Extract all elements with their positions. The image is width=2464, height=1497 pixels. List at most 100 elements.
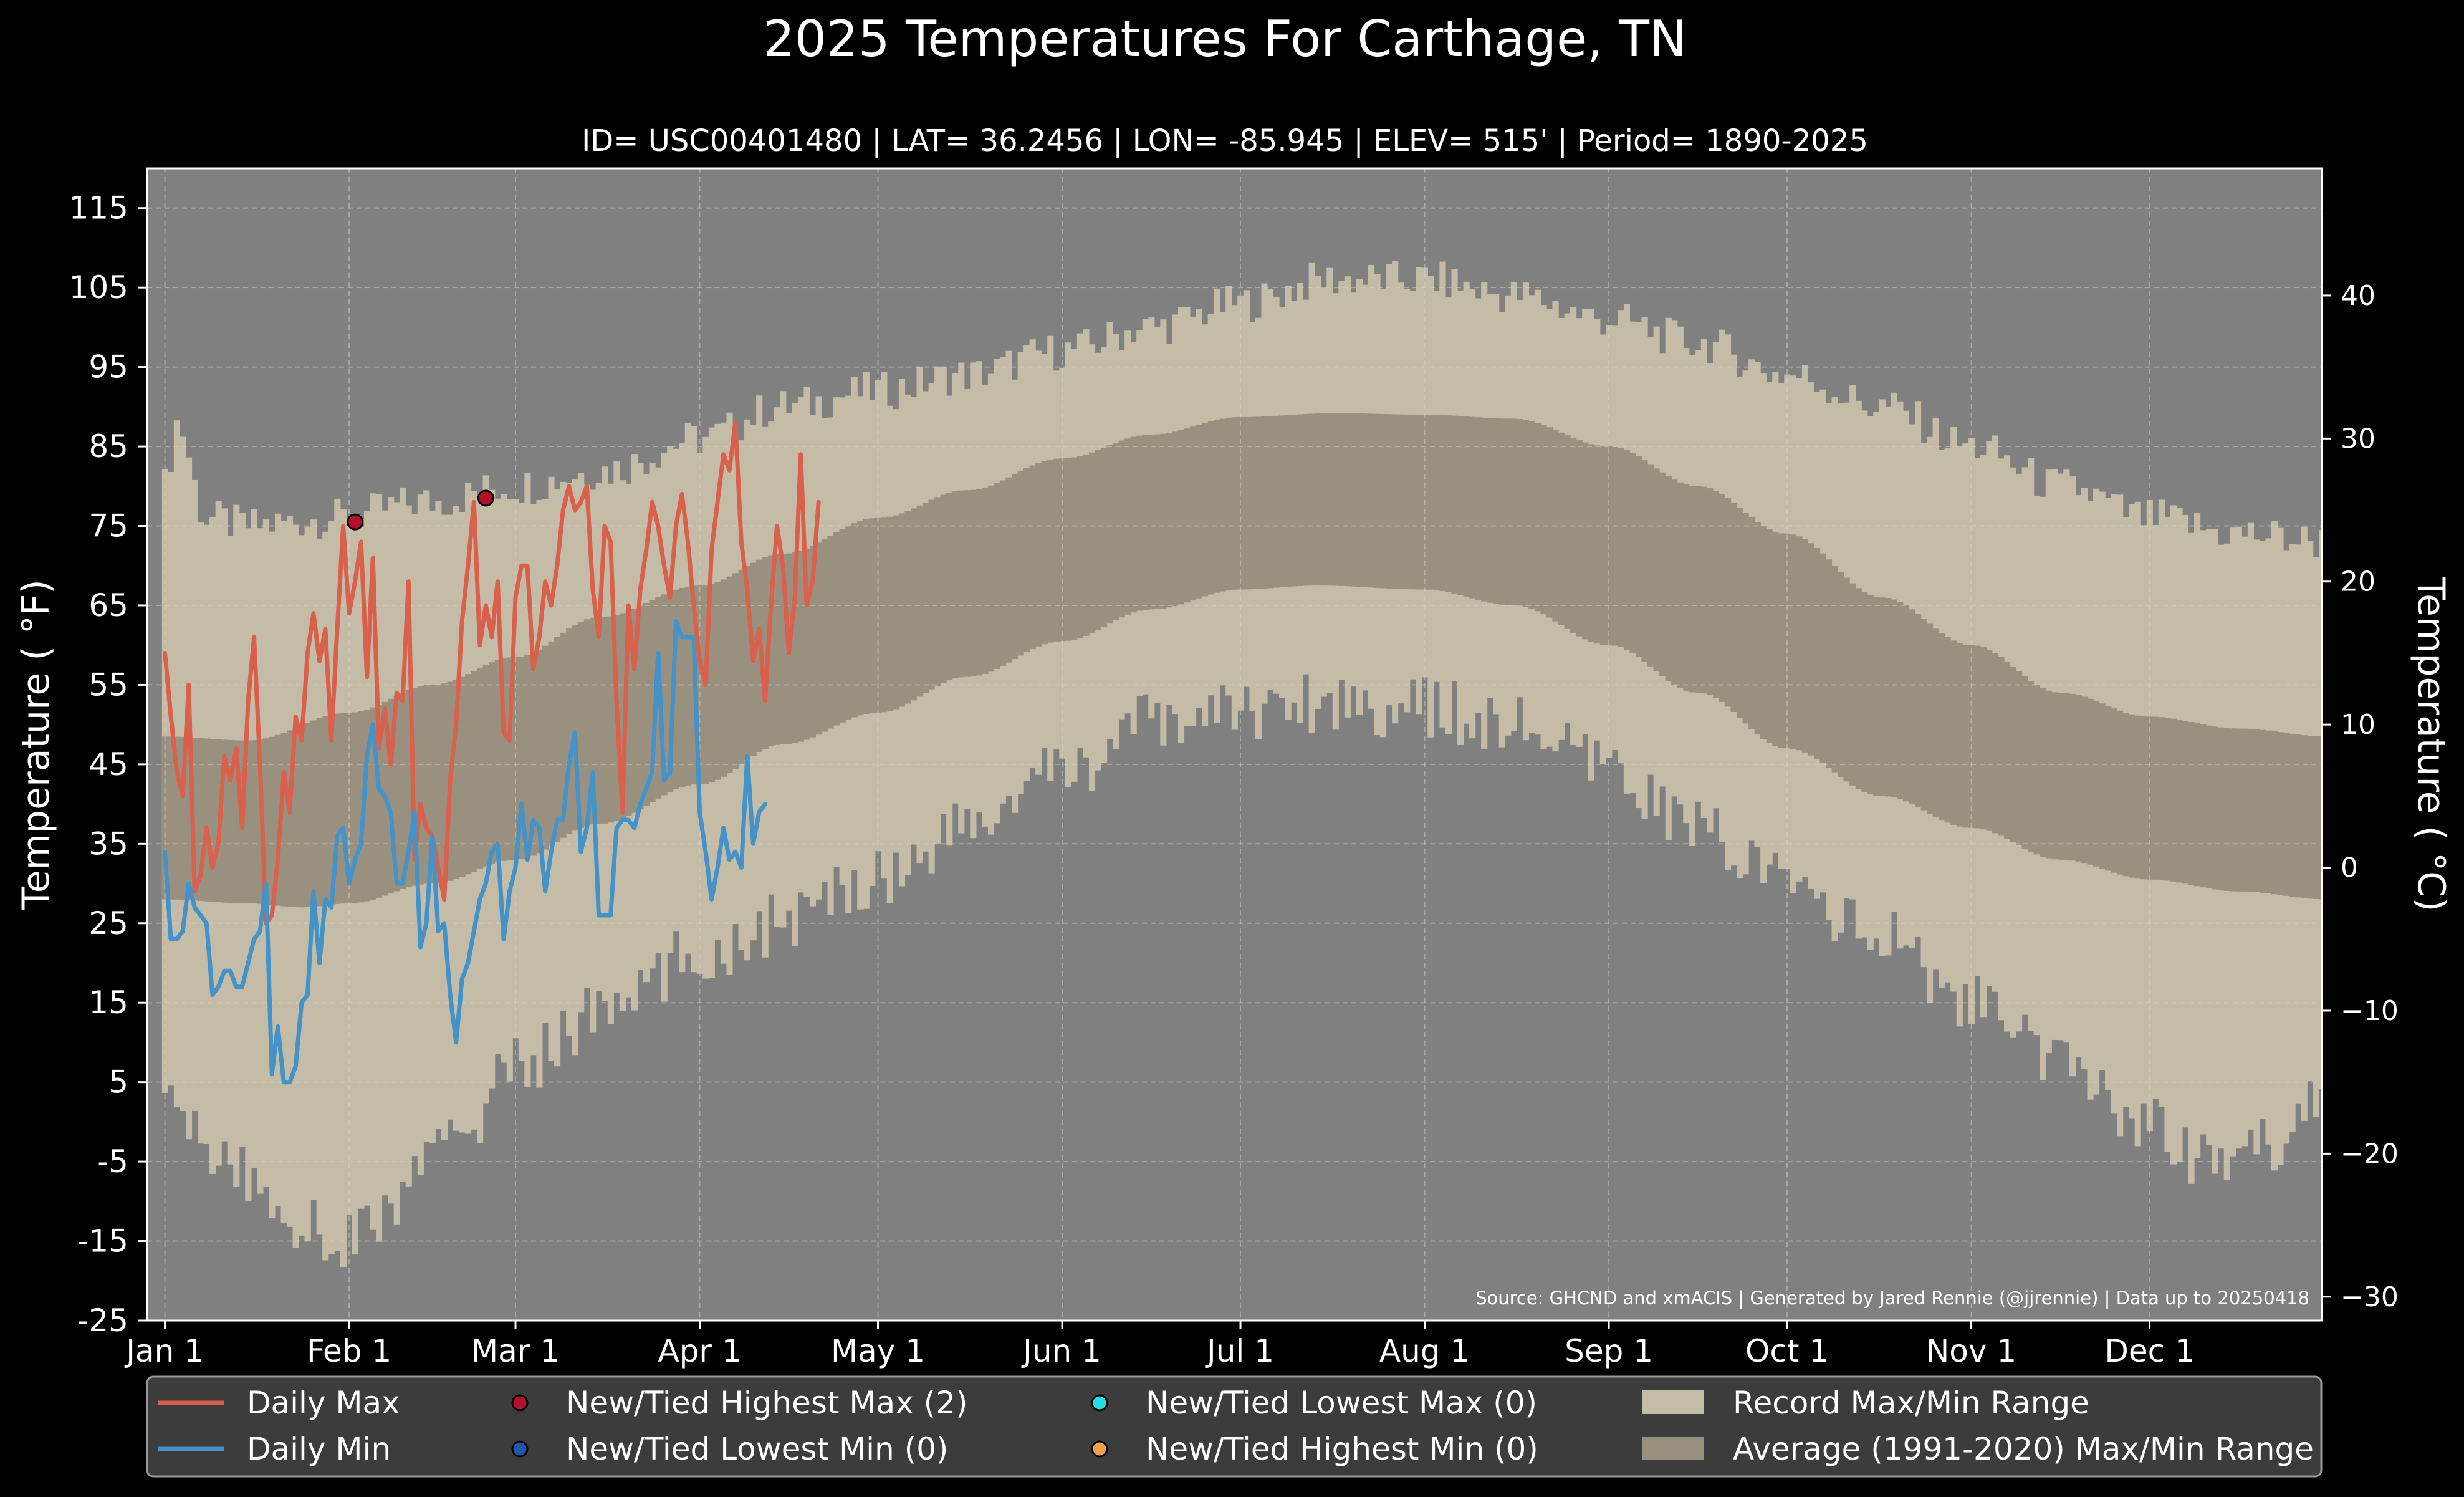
normal-range-bar [1207, 421, 1214, 595]
normal-range-bar [1083, 454, 1090, 636]
normal-range-bar [1700, 486, 1707, 694]
y-tick-label-left: 35 [89, 826, 128, 862]
normal-range-bar [2045, 690, 2052, 859]
normal-range-bar [1297, 414, 1303, 586]
normal-range-bar [2235, 728, 2242, 892]
normal-range-bar [363, 710, 371, 902]
normal-range-bar [161, 736, 168, 900]
normal-range-bar [1291, 415, 1298, 587]
normal-range-bar [417, 686, 424, 885]
normal-range-bar [1712, 491, 1720, 698]
y-tick-label-right: 0 [2341, 852, 2358, 884]
record-high-marker [347, 513, 364, 531]
legend-swatch-marker [1091, 1440, 1108, 1458]
normal-range-bar [578, 622, 585, 828]
normal-range-bar [1278, 415, 1286, 587]
normal-range-bar [1469, 416, 1476, 599]
y-axis-label-right: Temperature ( °C) [2409, 577, 2453, 912]
normal-range-bar [1510, 418, 1517, 605]
normal-range-bar [1505, 418, 1512, 605]
normal-range-bar [1231, 417, 1238, 590]
normal-range-bar [203, 738, 210, 902]
normal-range-bar [1582, 442, 1589, 640]
normal-range-bar [477, 668, 484, 869]
normal-range-bar [334, 713, 341, 904]
normal-range-bar [1386, 414, 1393, 589]
x-tick-label: Feb 1 [307, 1333, 391, 1369]
normal-range-bar [2230, 728, 2236, 892]
normal-range-bar [934, 497, 941, 686]
normal-range-bar [1707, 488, 1714, 696]
normal-range-bar [1106, 445, 1113, 624]
normal-range-bar [1986, 649, 1993, 831]
normal-range-bar [994, 483, 1000, 669]
normal-range-bar [1374, 413, 1381, 588]
normal-range-bar [512, 657, 519, 860]
normal-range-bar [762, 557, 769, 749]
normal-range-bar [501, 658, 507, 861]
normal-range-bar [583, 619, 590, 826]
normal-range-bar [809, 546, 817, 738]
normal-range-bar [1214, 420, 1220, 593]
normal-range-bar [1065, 458, 1071, 641]
normal-range-bar [2021, 676, 2028, 849]
normal-range-bar [1594, 445, 1601, 644]
normal-range-bar [1404, 414, 1411, 590]
normal-range-bar [400, 693, 406, 890]
x-tick-label: Jan 1 [124, 1333, 204, 1369]
y-tick-label-right: 10 [2341, 709, 2375, 741]
normal-range-bar [1451, 415, 1458, 594]
legend: Daily Max Daily Min New/Tied Highest Max (… [146, 1375, 2323, 1478]
normal-range-bar [340, 713, 347, 904]
normal-range-bar [1249, 416, 1256, 590]
normal-range-bar [1184, 428, 1191, 603]
normal-range-bar [1659, 472, 1666, 676]
normal-range-bar [869, 518, 876, 713]
normal-range-bar [2307, 736, 2314, 899]
normal-range-bar [1760, 526, 1767, 739]
normal-range-bar [328, 715, 335, 905]
normal-range-bar [1041, 461, 1048, 645]
normal-range-bar [1671, 479, 1678, 685]
normal-range-bar [548, 642, 555, 846]
normal-range-bar [1445, 415, 1452, 592]
normal-range-bar [2188, 721, 2195, 885]
normal-range-bar [1748, 517, 1755, 729]
x-tick-label: Oct 1 [1745, 1333, 1829, 1369]
normal-range-bar [322, 716, 329, 906]
normal-range-bar [827, 536, 834, 729]
normal-range-bar [1392, 414, 1399, 589]
normal-range-bar [1754, 522, 1761, 735]
y-tick-label-left: 55 [89, 667, 128, 703]
normal-range-bar [1439, 415, 1446, 591]
normal-range-bar [803, 548, 810, 740]
normal-range-bar [1267, 416, 1274, 589]
normal-range-bar [1564, 435, 1571, 630]
record-markers [347, 489, 494, 531]
normal-range-bar [1409, 414, 1416, 590]
normal-range-bar [1641, 460, 1648, 662]
normal-range-bar [2182, 720, 2189, 884]
source-note: Source: GHCND and xmACIS | Generated by … [1475, 1288, 2309, 1309]
normal-range-bar [637, 605, 644, 810]
normal-range-bar [1017, 471, 1024, 656]
normal-range-bar [524, 655, 531, 858]
normal-range-bar [2271, 731, 2278, 895]
normal-range-bar [1665, 476, 1672, 681]
normal-range-bar [1813, 547, 1821, 759]
normal-range-bar [696, 585, 703, 784]
normal-range-bar [358, 711, 365, 903]
normal-range-bar [2028, 681, 2035, 852]
normal-range-bar [2265, 730, 2272, 893]
normal-range-bar [185, 737, 193, 900]
normal-range-bar [198, 738, 204, 902]
normal-range-bar [168, 736, 175, 900]
normal-range-bar [1053, 458, 1060, 642]
normal-range-bar [1273, 415, 1280, 588]
normal-range-bar [1902, 605, 1910, 802]
normal-range-bar [429, 685, 436, 884]
normal-range-bar [1303, 413, 1310, 586]
normal-range-bar [1885, 598, 1892, 797]
normal-range-bar [1285, 415, 1292, 587]
normal-range-bar [1826, 559, 1833, 768]
